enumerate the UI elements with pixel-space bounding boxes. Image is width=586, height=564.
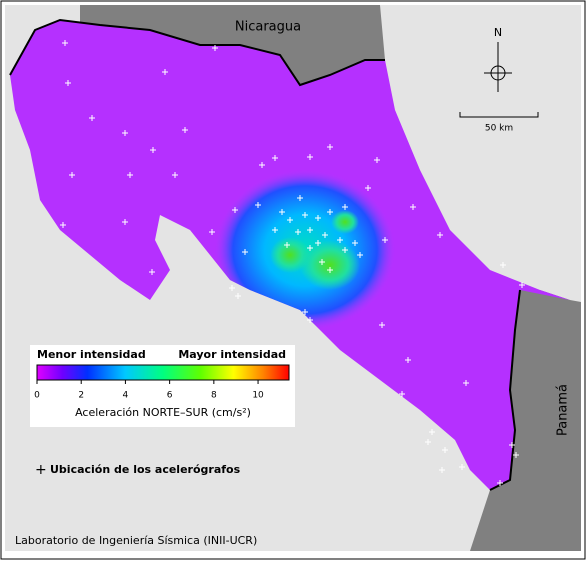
station-marker (307, 317, 313, 323)
station-marker (379, 322, 385, 328)
station-marker (255, 202, 261, 208)
station-markers (60, 40, 525, 486)
station-marker (89, 115, 95, 121)
legend-box (30, 345, 295, 427)
station-marker (60, 222, 66, 228)
colorbar (36, 364, 290, 381)
station-marker (65, 80, 71, 86)
colorbar-tick-label: 10 (252, 391, 264, 401)
colorbar-high-label: Mayor intensidad (178, 348, 286, 361)
border (489, 289, 521, 491)
colorbar-tick-label: 8 (211, 391, 217, 401)
station-marker (235, 293, 241, 299)
station-marker (405, 357, 411, 363)
station-marker (209, 229, 215, 235)
station-marker (410, 204, 416, 210)
country-label: Panamá (556, 384, 571, 436)
station-marker (297, 195, 303, 201)
station-marker (342, 247, 348, 253)
station-marker (69, 172, 75, 178)
station-marker (172, 172, 178, 178)
station-marker (382, 237, 388, 243)
station-marker (459, 464, 465, 470)
station-marker (342, 204, 348, 210)
station-marker (122, 130, 128, 136)
colorbar-tick-label: 6 (167, 391, 173, 401)
border (9, 18, 385, 87)
station-marker (302, 212, 308, 218)
station-marker (295, 229, 301, 235)
station-marker (272, 227, 278, 233)
station-marker (439, 467, 445, 473)
station-marker (259, 162, 265, 168)
station-legend-symbol: + (35, 462, 47, 478)
station-marker (357, 252, 363, 258)
station-marker (315, 215, 321, 221)
station-marker (513, 452, 519, 458)
north-arrow (484, 42, 512, 92)
station-marker (497, 480, 503, 486)
station-marker (463, 380, 469, 386)
station-marker (307, 154, 313, 160)
station-marker (337, 237, 343, 243)
colorbar-title: Aceleración NORTE–SUR (cm/s²) (75, 406, 251, 419)
station-marker (302, 309, 308, 315)
station-marker (150, 147, 156, 153)
scale-bar (459, 112, 539, 118)
station-marker (399, 391, 405, 397)
station-legend-label: Ubicación de los acelerógrafos (50, 463, 241, 476)
station-marker (287, 217, 293, 223)
station-marker (322, 232, 328, 238)
station-marker (182, 127, 188, 133)
station-marker (425, 439, 431, 445)
station-marker (232, 207, 238, 213)
station-marker (284, 242, 290, 248)
station-marker (437, 232, 443, 238)
station-marker (272, 155, 278, 161)
station-marker (279, 209, 285, 215)
station-marker (352, 240, 358, 246)
station-marker (62, 40, 68, 46)
station-marker (307, 245, 313, 251)
station-marker (315, 240, 321, 246)
station-marker (442, 447, 448, 453)
station-marker (365, 185, 371, 191)
station-marker (229, 285, 235, 291)
colorbar-low-label: Menor intensidad (37, 348, 146, 361)
panama-land (470, 290, 581, 551)
station-marker (509, 442, 515, 448)
station-marker (307, 227, 313, 233)
colorbar-tick-label: 4 (123, 391, 129, 401)
footer: Laboratorio de Ingeniería Sísmica (INII-… (15, 534, 257, 547)
station-marker (327, 267, 333, 273)
station-marker (162, 69, 168, 75)
station-marker (429, 429, 435, 435)
station-marker (212, 45, 218, 51)
station-marker (327, 209, 333, 215)
scale-label: 50 km (485, 124, 513, 134)
station-marker (149, 269, 155, 275)
colorbar-tick-label: 0 (34, 391, 40, 401)
colorbar-tick-label: 2 (78, 391, 84, 401)
station-marker (242, 249, 248, 255)
station-marker (319, 259, 325, 265)
station-marker (122, 219, 128, 225)
station-marker (127, 172, 133, 178)
north-label: N (494, 26, 502, 39)
country-label: Nicaragua (235, 20, 301, 35)
station-marker (519, 282, 525, 288)
station-marker (374, 157, 380, 163)
station-marker (500, 262, 506, 268)
station-marker (327, 144, 333, 150)
